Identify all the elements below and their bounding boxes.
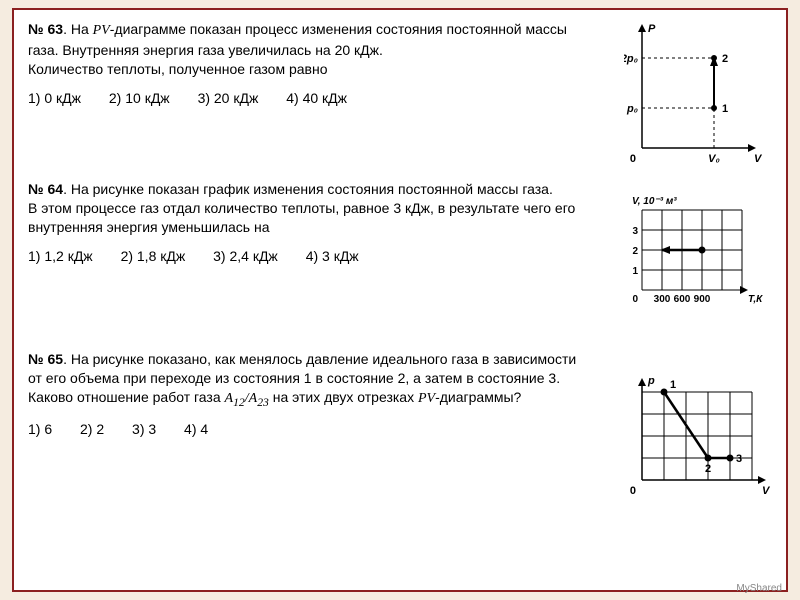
svg-text:1: 1 [670, 379, 676, 391]
problem-64: № 64. На рисунке показан график изменени… [28, 180, 588, 266]
svg-text:0: 0 [632, 294, 638, 305]
svg-text:3: 3 [736, 453, 742, 465]
problem-64-number: № 64 [28, 181, 63, 197]
chart-63-pv-diagram: P Vp₀ 2p₀ V₀ 0 1 2 [624, 18, 784, 178]
svg-text:P: P [648, 23, 656, 35]
svg-text:3: 3 [632, 226, 638, 237]
problem-65-options: 1) 6 2) 2 3) 3 4) 4 [28, 420, 588, 439]
problem-65: № 65. На рисунке показано, как менялось … [28, 350, 588, 439]
svg-text:2: 2 [705, 463, 711, 475]
svg-text:1: 1 [632, 266, 638, 277]
svg-text:1: 1 [722, 103, 728, 115]
chart-65-pv-diagram: p V 0 1 2 3 [624, 370, 784, 510]
problem-63-options: 1) 0 кДж 2) 10 кДж 3) 20 кДж 4) 40 кДж [28, 89, 588, 108]
svg-text:0: 0 [630, 153, 636, 165]
svg-text:p₀: p₀ [626, 103, 638, 115]
chart-64-vt-diagram: V, 10⁻³ м³ T,К 0 1 2 3 300600900 [624, 190, 784, 320]
svg-text:V₀: V₀ [708, 153, 720, 165]
footer-watermark: MyShared [736, 583, 782, 594]
svg-text:600: 600 [674, 294, 691, 305]
svg-text:p: p [647, 375, 655, 387]
problem-63: № 63. На PV-диаграмме показан процесс из… [28, 20, 588, 108]
svg-text:V: V [762, 485, 771, 497]
svg-text:V, 10⁻³ м³: V, 10⁻³ м³ [632, 196, 677, 207]
svg-text:0: 0 [630, 485, 636, 497]
problem-63-number: № 63 [28, 21, 63, 37]
svg-text:2: 2 [632, 246, 638, 257]
problem-65-number: № 65 [28, 351, 63, 367]
svg-text:T,К: T,К [748, 294, 763, 305]
svg-text:900: 900 [694, 294, 711, 305]
svg-text:2: 2 [722, 53, 728, 65]
svg-text:2p₀: 2p₀ [624, 53, 638, 65]
problem-64-options: 1) 1,2 кДж 2) 1,8 кДж 3) 2,4 кДж 4) 3 кД… [28, 247, 588, 266]
svg-text:300: 300 [654, 294, 671, 305]
svg-text:V: V [754, 153, 763, 165]
